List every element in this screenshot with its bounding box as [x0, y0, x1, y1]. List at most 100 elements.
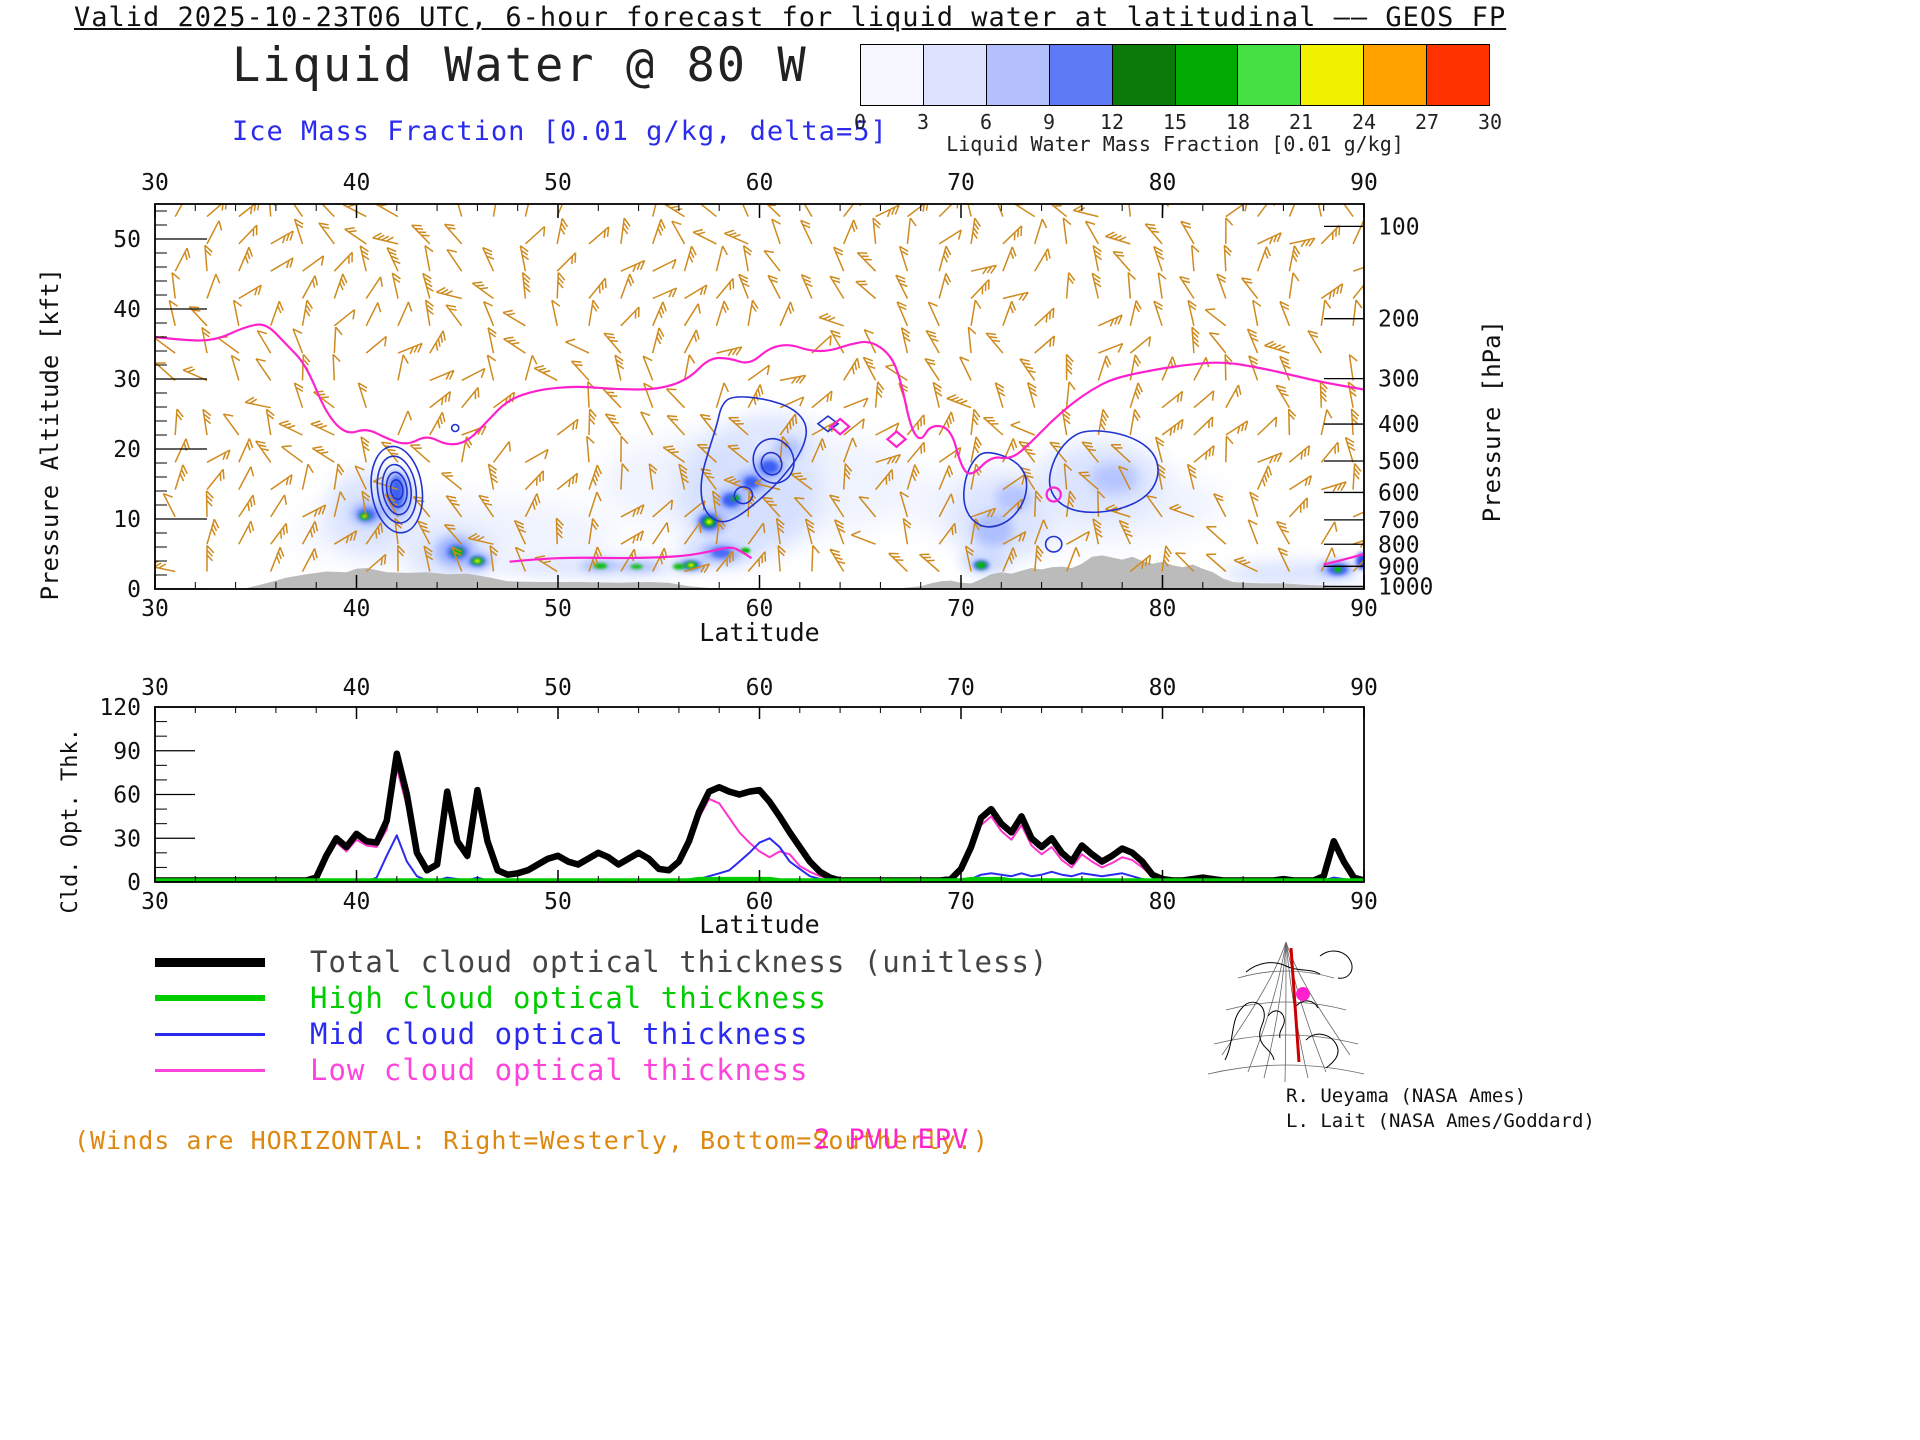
wind-barb [875, 453, 902, 465]
wind-barb [1288, 272, 1300, 299]
wind-barb [270, 257, 294, 272]
wind-barb [711, 490, 721, 518]
wind-barb [938, 411, 955, 436]
wind-barb [293, 218, 304, 245]
wind-barb [555, 517, 564, 545]
wind-barb [924, 357, 940, 381]
wind-barb [1320, 409, 1333, 436]
svg-text:30: 30 [141, 675, 169, 701]
wind-barb [1225, 217, 1234, 244]
wind-barb [856, 251, 877, 272]
wind-barb [843, 219, 858, 245]
wind-barb [206, 220, 223, 245]
wind-barb [1256, 204, 1275, 218]
wind-barb [1288, 474, 1313, 491]
wind-barb [397, 410, 413, 436]
wind-barb [1129, 408, 1141, 436]
figure-title: Liquid Water @ 80 W [232, 38, 808, 93]
wind-barb [779, 374, 807, 385]
wind-barb [525, 448, 549, 463]
colorbar-tick-label: 30 [1477, 110, 1503, 134]
wind-barb [1180, 220, 1195, 245]
wind-barb [932, 381, 943, 408]
wind-barb [451, 546, 463, 572]
wind-barb [551, 299, 561, 326]
wind-barb [1247, 519, 1259, 545]
wind-barb [1002, 246, 1017, 272]
wind-barb [620, 435, 629, 463]
wind-barb [222, 413, 240, 436]
wind-barb [292, 328, 304, 354]
wind-barb [372, 232, 399, 245]
wind-barb [1241, 277, 1259, 299]
wind-barb [486, 354, 497, 381]
wind-barb [1347, 381, 1357, 408]
wind-barb [445, 495, 463, 518]
wind-barb [1066, 530, 1091, 545]
ice-contour-loop [700, 396, 808, 523]
wind-barb [446, 248, 463, 272]
wind-barb [238, 224, 258, 245]
svg-text:200: 200 [1378, 307, 1420, 333]
wind-barb [483, 301, 495, 327]
main-x-axis-label: Latitude [699, 618, 820, 647]
pvu-contour [155, 323, 1364, 566]
wind-barb [1352, 266, 1364, 272]
wind-barb [603, 332, 622, 354]
wind-barb [1248, 355, 1260, 381]
wind-barb [489, 545, 499, 572]
wind-barb [1019, 358, 1036, 381]
wind-barb [478, 494, 495, 518]
wind-barb [171, 272, 181, 299]
valid-line: Valid 2025-10-23T06 UTC, 6-hour forecast… [74, 2, 1507, 33]
wind-barb [651, 218, 666, 245]
wind-barb [742, 245, 753, 272]
wind-barb [344, 227, 367, 245]
wind-barb [652, 499, 674, 518]
wind-barb [938, 465, 954, 490]
wind-barb [445, 304, 463, 327]
wind-barb [1154, 436, 1165, 463]
wind-barb [1034, 335, 1056, 354]
wind-barb [365, 276, 383, 299]
wind-barb [1020, 466, 1036, 491]
credit-line-1: R. Ueyama (NASA Ames) [1286, 1085, 1527, 1107]
wind-barb [238, 494, 256, 518]
wind-barb [1320, 521, 1338, 545]
wind-barb [1225, 420, 1249, 436]
wind-barb [1277, 547, 1291, 572]
wind-barb [1352, 463, 1362, 490]
wind-barb [1033, 218, 1048, 245]
wind-barb [206, 204, 227, 218]
wind-barb [855, 280, 877, 300]
wind-barb [409, 444, 431, 463]
wind-barb [888, 552, 908, 573]
wind-barb [678, 463, 689, 490]
colorbar-cell [861, 45, 924, 105]
wind-barb [270, 522, 288, 545]
wind-barb [985, 332, 1004, 354]
wind-barb [1257, 416, 1278, 436]
wind-barb [906, 441, 926, 463]
wind-barb [359, 245, 370, 272]
wind-barb [1320, 299, 1332, 326]
wind-barb [467, 532, 494, 545]
svg-text:500: 500 [1378, 449, 1420, 475]
wind-barb [270, 494, 288, 518]
wind-barb [1092, 245, 1103, 272]
ice-contour-loop [1048, 430, 1159, 514]
wind-barb [556, 472, 579, 491]
ice-contour-ellipse [370, 445, 424, 534]
wind-barb [863, 329, 877, 354]
wind-barb [800, 219, 813, 245]
wind-barb [1144, 223, 1163, 245]
winds-note: (Winds are HORIZONTAL: Right=Westerly, B… [74, 1126, 989, 1155]
wind-barb [397, 544, 406, 572]
svg-text:30: 30 [141, 889, 169, 915]
wind-barb [588, 299, 600, 326]
ice-contour-ellipse [450, 423, 460, 433]
ice-contour-ellipse [381, 463, 412, 516]
wind-barb [652, 287, 678, 300]
wind-barb [1320, 441, 1340, 463]
wind-barb [620, 504, 645, 518]
